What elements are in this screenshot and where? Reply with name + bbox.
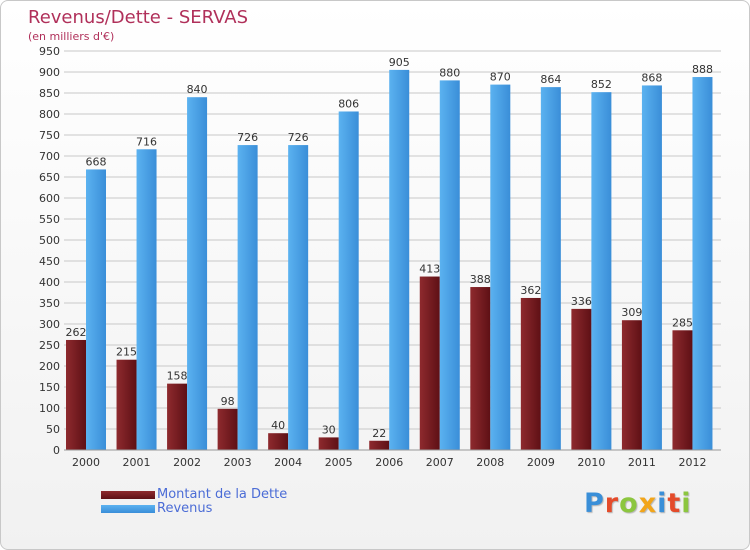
bar-dette-2012 [672, 330, 693, 450]
legend-label-dette: Montant de la Dette [157, 487, 288, 502]
y-tick-label: 650 [39, 171, 60, 184]
bar-revenus-2002 [187, 97, 208, 450]
data-label-dette-2000: 262 [66, 326, 87, 339]
data-label-revenus-2004: 726 [288, 131, 309, 144]
bar-dette-2006 [369, 440, 390, 450]
bar-dette-2008 [470, 287, 491, 450]
bar-dette-2000 [66, 339, 86, 450]
data-label-revenus-2010: 852 [591, 78, 612, 91]
x-tick-label: 2008 [476, 456, 504, 469]
y-tick-label: 850 [39, 87, 60, 100]
bar-revenus-2011 [641, 85, 662, 450]
x-tick-label: 2005 [325, 456, 353, 469]
data-label-dette-2005: 30 [322, 423, 336, 436]
bar-revenus-2008 [490, 84, 511, 450]
y-tick-label: 200 [39, 360, 60, 373]
y-tick-label: 450 [39, 255, 60, 268]
data-label-revenus-2003: 726 [237, 131, 258, 144]
y-tick-label: 550 [39, 213, 60, 226]
y-tick-label: 100 [39, 402, 60, 415]
data-labels: 262 668 215 716 158 840 98 726 40 726 30 806 22 905 41… [66, 56, 713, 440]
data-label-revenus-2006: 905 [389, 56, 410, 69]
y-tick-label: 500 [39, 234, 60, 247]
bar-dette-2011 [621, 320, 642, 450]
bar-revenus-2003 [237, 145, 258, 450]
data-label-dette-2010: 336 [571, 295, 592, 308]
data-label-revenus-2008: 870 [490, 71, 511, 84]
x-tick-label: 2009 [527, 456, 555, 469]
data-label-revenus-2000: 668 [86, 155, 107, 168]
data-label-revenus-2009: 864 [540, 73, 561, 86]
x-tick-label: 2003 [224, 456, 252, 469]
data-label-revenus-2007: 880 [439, 66, 460, 79]
bar-revenus-2012 [692, 77, 713, 450]
proxiti-logo: Proxiti [584, 488, 692, 519]
bar-revenus-2000 [86, 169, 106, 450]
x-tick-label: 2002 [173, 456, 201, 469]
bar-revenus-2007 [439, 80, 460, 451]
x-tick-label: 2012 [678, 456, 706, 469]
chart-subtitle: (en milliers d'€) [28, 30, 115, 43]
y-tick-label: 800 [39, 108, 60, 121]
data-label-dette-2003: 98 [221, 395, 235, 408]
bars [66, 69, 713, 451]
data-label-revenus-2001: 716 [136, 135, 157, 148]
data-label-dette-2002: 158 [167, 370, 188, 383]
bar-revenus-2010 [591, 92, 612, 450]
x-tick-label: 2010 [577, 456, 605, 469]
y-tick-label: 0 [53, 444, 60, 457]
data-label-revenus-2002: 840 [187, 83, 208, 96]
bar-revenus-2004 [288, 145, 309, 450]
data-label-dette-2012: 285 [672, 316, 693, 329]
y-axis-ticks: 0 50 100 150 200 250 300 350 400 450 500 550 600 650 7… [39, 45, 60, 457]
y-tick-label: 350 [39, 297, 60, 310]
bar-revenus-2001 [136, 149, 157, 450]
x-tick-label: 2011 [628, 456, 656, 469]
bar-dette-2010 [571, 308, 592, 450]
x-tick-label: 2006 [375, 456, 403, 469]
bar-revenus-2005 [338, 111, 359, 450]
bar-revenus-2006 [389, 69, 410, 451]
data-label-dette-2004: 40 [271, 419, 285, 432]
x-tick-label: 2007 [426, 456, 454, 469]
legend-swatch-revenus [101, 505, 155, 513]
bar-dette-2002 [167, 383, 188, 450]
data-label-revenus-2005: 806 [338, 97, 359, 110]
data-label-dette-2007: 413 [419, 263, 440, 276]
y-tick-label: 250 [39, 339, 60, 352]
data-label-dette-2001: 215 [116, 346, 137, 359]
bar-dette-2001 [116, 359, 137, 450]
bar-dette-2003 [217, 408, 238, 450]
bar-dette-2009 [520, 297, 541, 450]
bar-revenus-2009 [540, 87, 561, 451]
x-tick-label: 2000 [72, 456, 100, 469]
y-tick-label: 150 [39, 381, 60, 394]
y-tick-label: 400 [39, 276, 60, 289]
x-tick-label: 2001 [123, 456, 151, 469]
data-label-dette-2009: 362 [520, 284, 541, 297]
data-label-revenus-2011: 868 [641, 71, 662, 84]
x-axis-ticks: 2000 2001 2002 2003 2004 2005 2006 2007 2008 2009… [72, 456, 706, 469]
legend-swatch-dette [101, 491, 155, 499]
data-label-revenus-2012: 888 [692, 63, 713, 76]
legend-label-revenus: Revenus [157, 501, 213, 516]
y-tick-label: 900 [39, 66, 60, 79]
bar-dette-2007 [419, 276, 440, 450]
data-label-dette-2006: 22 [372, 427, 386, 440]
x-tick-label: 2004 [274, 456, 302, 469]
y-tick-label: 700 [39, 150, 60, 163]
data-label-dette-2008: 388 [470, 273, 491, 286]
chart-title: Revenus/Dette - SERVAS [28, 7, 249, 28]
bar-dette-2005 [318, 437, 339, 450]
y-tick-label: 750 [39, 129, 60, 142]
y-tick-label: 50 [46, 423, 60, 436]
y-tick-label: 300 [39, 318, 60, 331]
y-tick-label: 950 [39, 45, 60, 58]
data-label-dette-2011: 309 [621, 306, 642, 319]
y-tick-label: 600 [39, 192, 60, 205]
bar-dette-2004 [268, 433, 289, 450]
